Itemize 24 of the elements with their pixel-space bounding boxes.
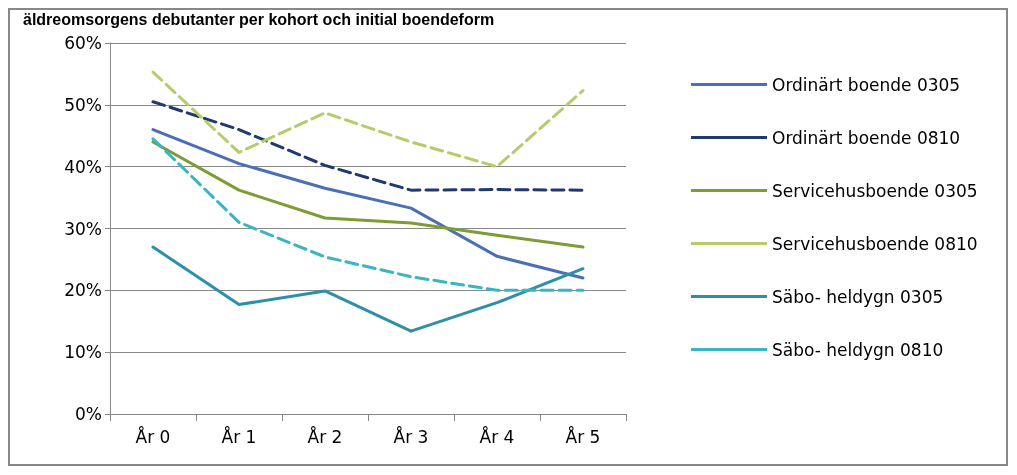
y-tick-label: 60% (64, 33, 102, 53)
y-tick-label: 50% (64, 94, 102, 115)
line-series (151, 100, 585, 192)
x-tick-label: År 3 (393, 425, 429, 447)
y-tick-label: 10% (64, 342, 102, 363)
legend-label: Säbo- heldygn 0305 (772, 286, 944, 307)
x-tick-label: År 4 (479, 425, 515, 447)
legend-label: Säbo- heldygn 0810 (772, 339, 944, 360)
y-tick-label: 30% (64, 218, 102, 239)
line-series (151, 70, 585, 169)
legend-label: Servicehusboende 0305 (772, 180, 978, 201)
legend-label: Ordinärt boende 0305 (772, 74, 961, 95)
x-tick-label: År 5 (565, 425, 601, 447)
x-tick-label: År 0 (135, 425, 171, 447)
y-tick-label: 40% (64, 156, 102, 177)
legend-label: Ordinärt boende 0810 (772, 127, 961, 148)
y-tick-label: 20% (64, 280, 102, 301)
x-tick-label: År 1 (221, 425, 257, 447)
legend-label: Servicehusboende 0810 (772, 233, 978, 254)
x-tick-label: År 2 (307, 425, 343, 447)
y-tick-label: 0% (75, 404, 102, 424)
line-series (151, 245, 585, 333)
line-series (151, 140, 585, 249)
chart-title: äldreomsorgens debutanter per kohort och initial boendeform (23, 10, 495, 28)
